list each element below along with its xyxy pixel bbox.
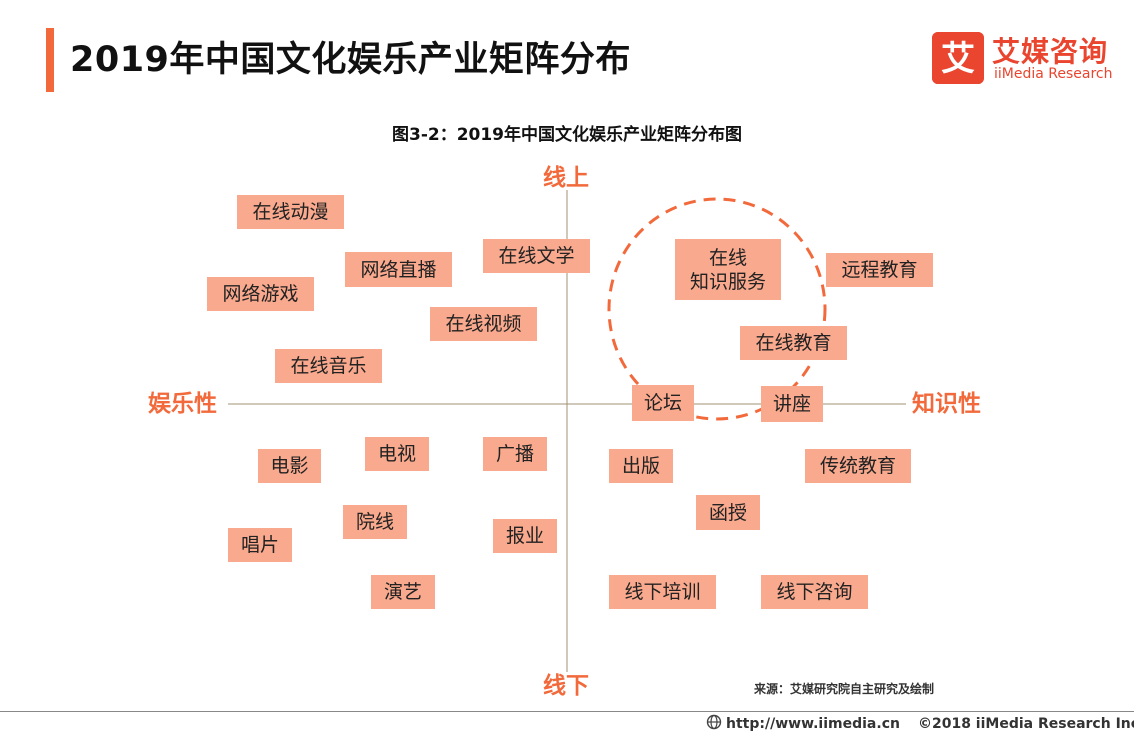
- matrix-item: 在线 知识服务: [675, 239, 781, 300]
- logo-text-cn: 艾媒咨询: [992, 35, 1109, 68]
- matrix-item: 在线视频: [430, 307, 537, 341]
- footer-divider: [0, 711, 1134, 712]
- matrix-item: 电影: [258, 449, 321, 483]
- title-accent-bar: [46, 28, 54, 92]
- source-note: 来源：艾媒研究院自主研究及绘制: [754, 682, 935, 696]
- matrix-item: 唱片: [228, 528, 292, 562]
- matrix-item: 院线: [343, 505, 407, 539]
- matrix-item: 网络直播: [345, 252, 452, 287]
- globe-icon: [706, 714, 722, 734]
- matrix-item: 在线教育: [740, 326, 847, 360]
- highlight-dashed-circle: [607, 197, 827, 421]
- matrix-item: 线下咨询: [761, 575, 868, 609]
- axis-label-top: 线上: [543, 165, 589, 191]
- logo-text-en: iiMedia Research: [994, 66, 1113, 82]
- matrix-item: 讲座: [761, 386, 823, 422]
- matrix-item: 函授: [696, 495, 760, 530]
- matrix-item: 演艺: [371, 575, 435, 609]
- matrix-item: 广播: [483, 437, 547, 471]
- footer-url[interactable]: http://www.iimedia.cn: [726, 716, 900, 732]
- footer: http://www.iimedia.cn ©2018 iiMedia Rese…: [706, 713, 1134, 735]
- matrix-item: 在线音乐: [275, 349, 382, 383]
- matrix-item: 电视: [365, 437, 429, 471]
- axis-label-bottom: 线下: [543, 673, 589, 699]
- iimedia-logo: 艾 艾媒咨询 iiMedia Research: [932, 32, 1122, 88]
- matrix-item: 远程教育: [826, 253, 933, 287]
- axis-label-right: 知识性: [912, 391, 981, 417]
- matrix-item: 网络游戏: [207, 277, 314, 311]
- axis-label-left: 娱乐性: [148, 391, 217, 417]
- matrix-item: 在线动漫: [237, 195, 344, 229]
- footer-copyright: ©2018 iiMedia Research Inc: [917, 716, 1134, 732]
- matrix-item: 论坛: [632, 385, 694, 421]
- svg-text:艾: 艾: [941, 39, 975, 79]
- matrix-item: 传统教育: [805, 449, 911, 483]
- matrix-item: 出版: [609, 449, 673, 483]
- logo-mark: 艾: [932, 32, 984, 84]
- page-title: 2019年中国文化娱乐产业矩阵分布: [70, 40, 631, 80]
- matrix-item: 在线文学: [483, 239, 590, 273]
- figure-title: 图3-2：2019年中国文化娱乐产业矩阵分布图: [391, 125, 743, 145]
- matrix-item: 线下培训: [609, 575, 716, 609]
- matrix-item: 报业: [493, 519, 557, 553]
